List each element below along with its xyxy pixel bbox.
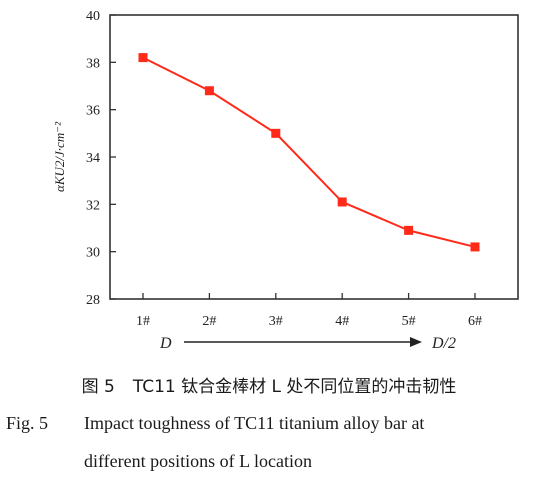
plot-frame <box>109 14 519 300</box>
x-tick-label: 3# <box>269 314 283 329</box>
x-tick-label: 6# <box>468 314 482 329</box>
y-tick-label: 40 <box>86 9 100 24</box>
direction-end-label: D/2 <box>431 335 456 352</box>
x-tick-label: 5# <box>402 314 416 329</box>
y-tick-label: 32 <box>86 198 100 213</box>
data-point-marker <box>204 86 214 96</box>
x-tick-label: 4# <box>335 314 349 329</box>
data-point-marker <box>470 242 480 252</box>
series-line <box>142 56 476 248</box>
direction-start-label: D <box>159 335 172 352</box>
y-tick-label: 30 <box>86 246 100 261</box>
direction-arrow-head <box>410 337 422 347</box>
caption-chinese: 图 5 TC11 钛合金棒材 L 处不同位置的冲击韧性 <box>0 372 538 397</box>
caption-cn-text: TC11 钛合金棒材 L 处不同位置的冲击韧性 <box>132 377 457 397</box>
caption-english-line2: different positions of L location <box>84 451 312 471</box>
y-axis-label: αKU2/J·cm⁻² <box>52 121 67 192</box>
y-tick-label: 38 <box>86 56 100 71</box>
caption-en-text-1: Impact toughness of TC11 titanium alloy … <box>84 413 425 433</box>
y-tick-label: 28 <box>86 293 100 308</box>
x-tick-label: 1# <box>136 314 150 329</box>
y-tick-label: 36 <box>86 104 100 119</box>
data-point-marker <box>271 128 281 138</box>
caption-cn-label: 图 5 <box>81 377 115 397</box>
caption-english-line1: Fig. 5 Impact toughness of TC11 titanium … <box>6 413 538 434</box>
data-point-marker <box>138 53 148 63</box>
x-tick-label: 2# <box>202 314 216 329</box>
y-tick-label: 34 <box>86 151 100 166</box>
caption-en-label: Fig. 5 <box>6 413 49 433</box>
data-point-marker <box>404 225 414 235</box>
data-point-marker <box>337 197 347 207</box>
